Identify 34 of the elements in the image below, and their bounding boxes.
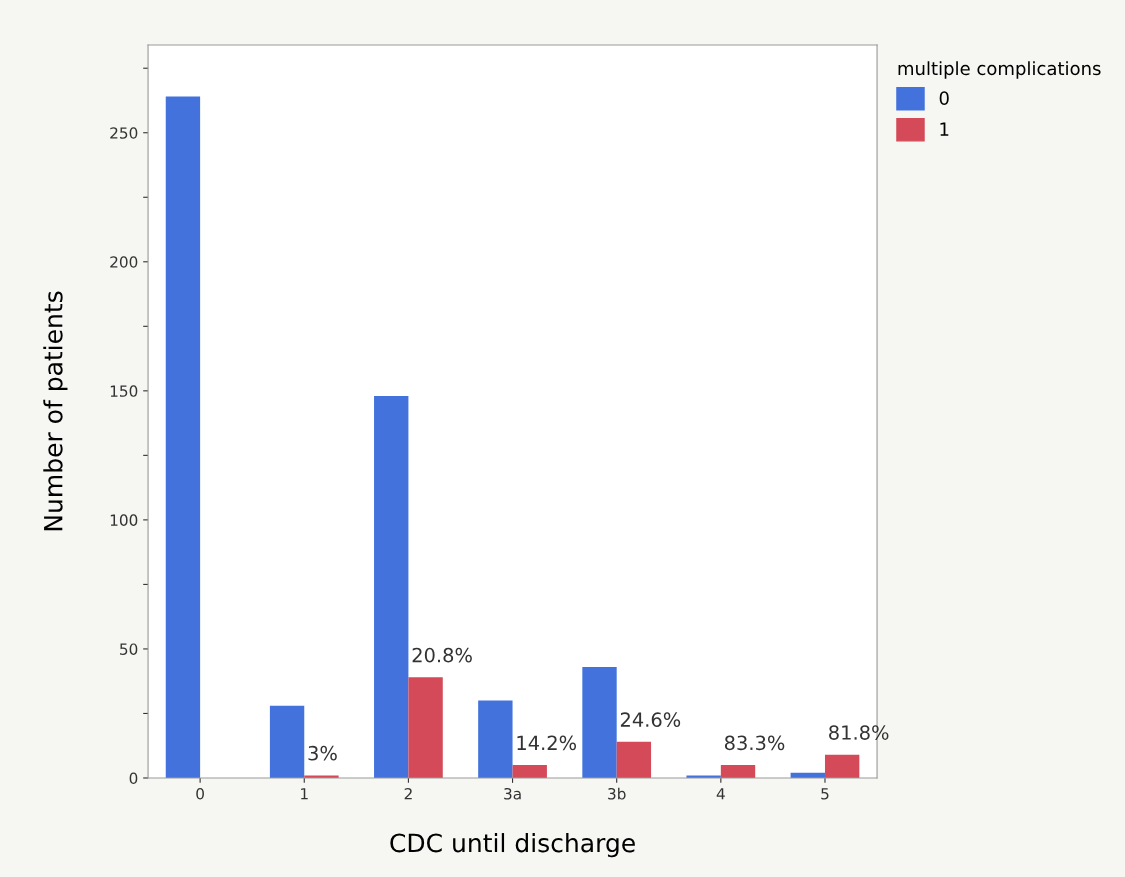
annotation: 14.2% [517,735,577,751]
bar [582,667,617,778]
bar [616,741,652,778]
x-tick-label: 3b [608,787,626,800]
annotation: 24.6% [620,712,681,727]
annotation: 3% [308,745,337,761]
y-axis-title: Number of patients [43,291,68,531]
bar [374,396,409,778]
y-tick-label: 150 [110,385,138,397]
x-axis-title: CDC until discharge [390,833,635,858]
x-tick-label: 4 [716,788,725,800]
x-tick-label: 1 [301,788,308,800]
annotation: 20.8% [412,647,472,663]
legend-label: 0 [939,91,949,105]
x-tick-label: 2 [404,787,412,800]
x-tick-label: 3a [504,787,521,800]
bar [720,765,756,778]
x-tick-label: 5 [821,788,829,800]
x-tick-label: 0 [196,787,204,800]
y-tick-label: 250 [110,127,138,139]
bar [165,96,201,778]
bar [408,677,443,778]
legend-label: 1 [940,122,949,136]
legend-title: multiple complications [898,61,1101,79]
y-tick-label: 0 [129,772,138,785]
bar [269,705,305,778]
y-tick-label: 200 [110,256,138,268]
annotation: 81.8% [829,725,889,740]
y-tick-label: 100 [110,514,138,526]
bar [824,754,860,778]
y-tick-label: 50 [120,643,138,655]
bar [478,700,513,778]
annotation: 83.3% [724,735,785,751]
bar [512,765,547,778]
